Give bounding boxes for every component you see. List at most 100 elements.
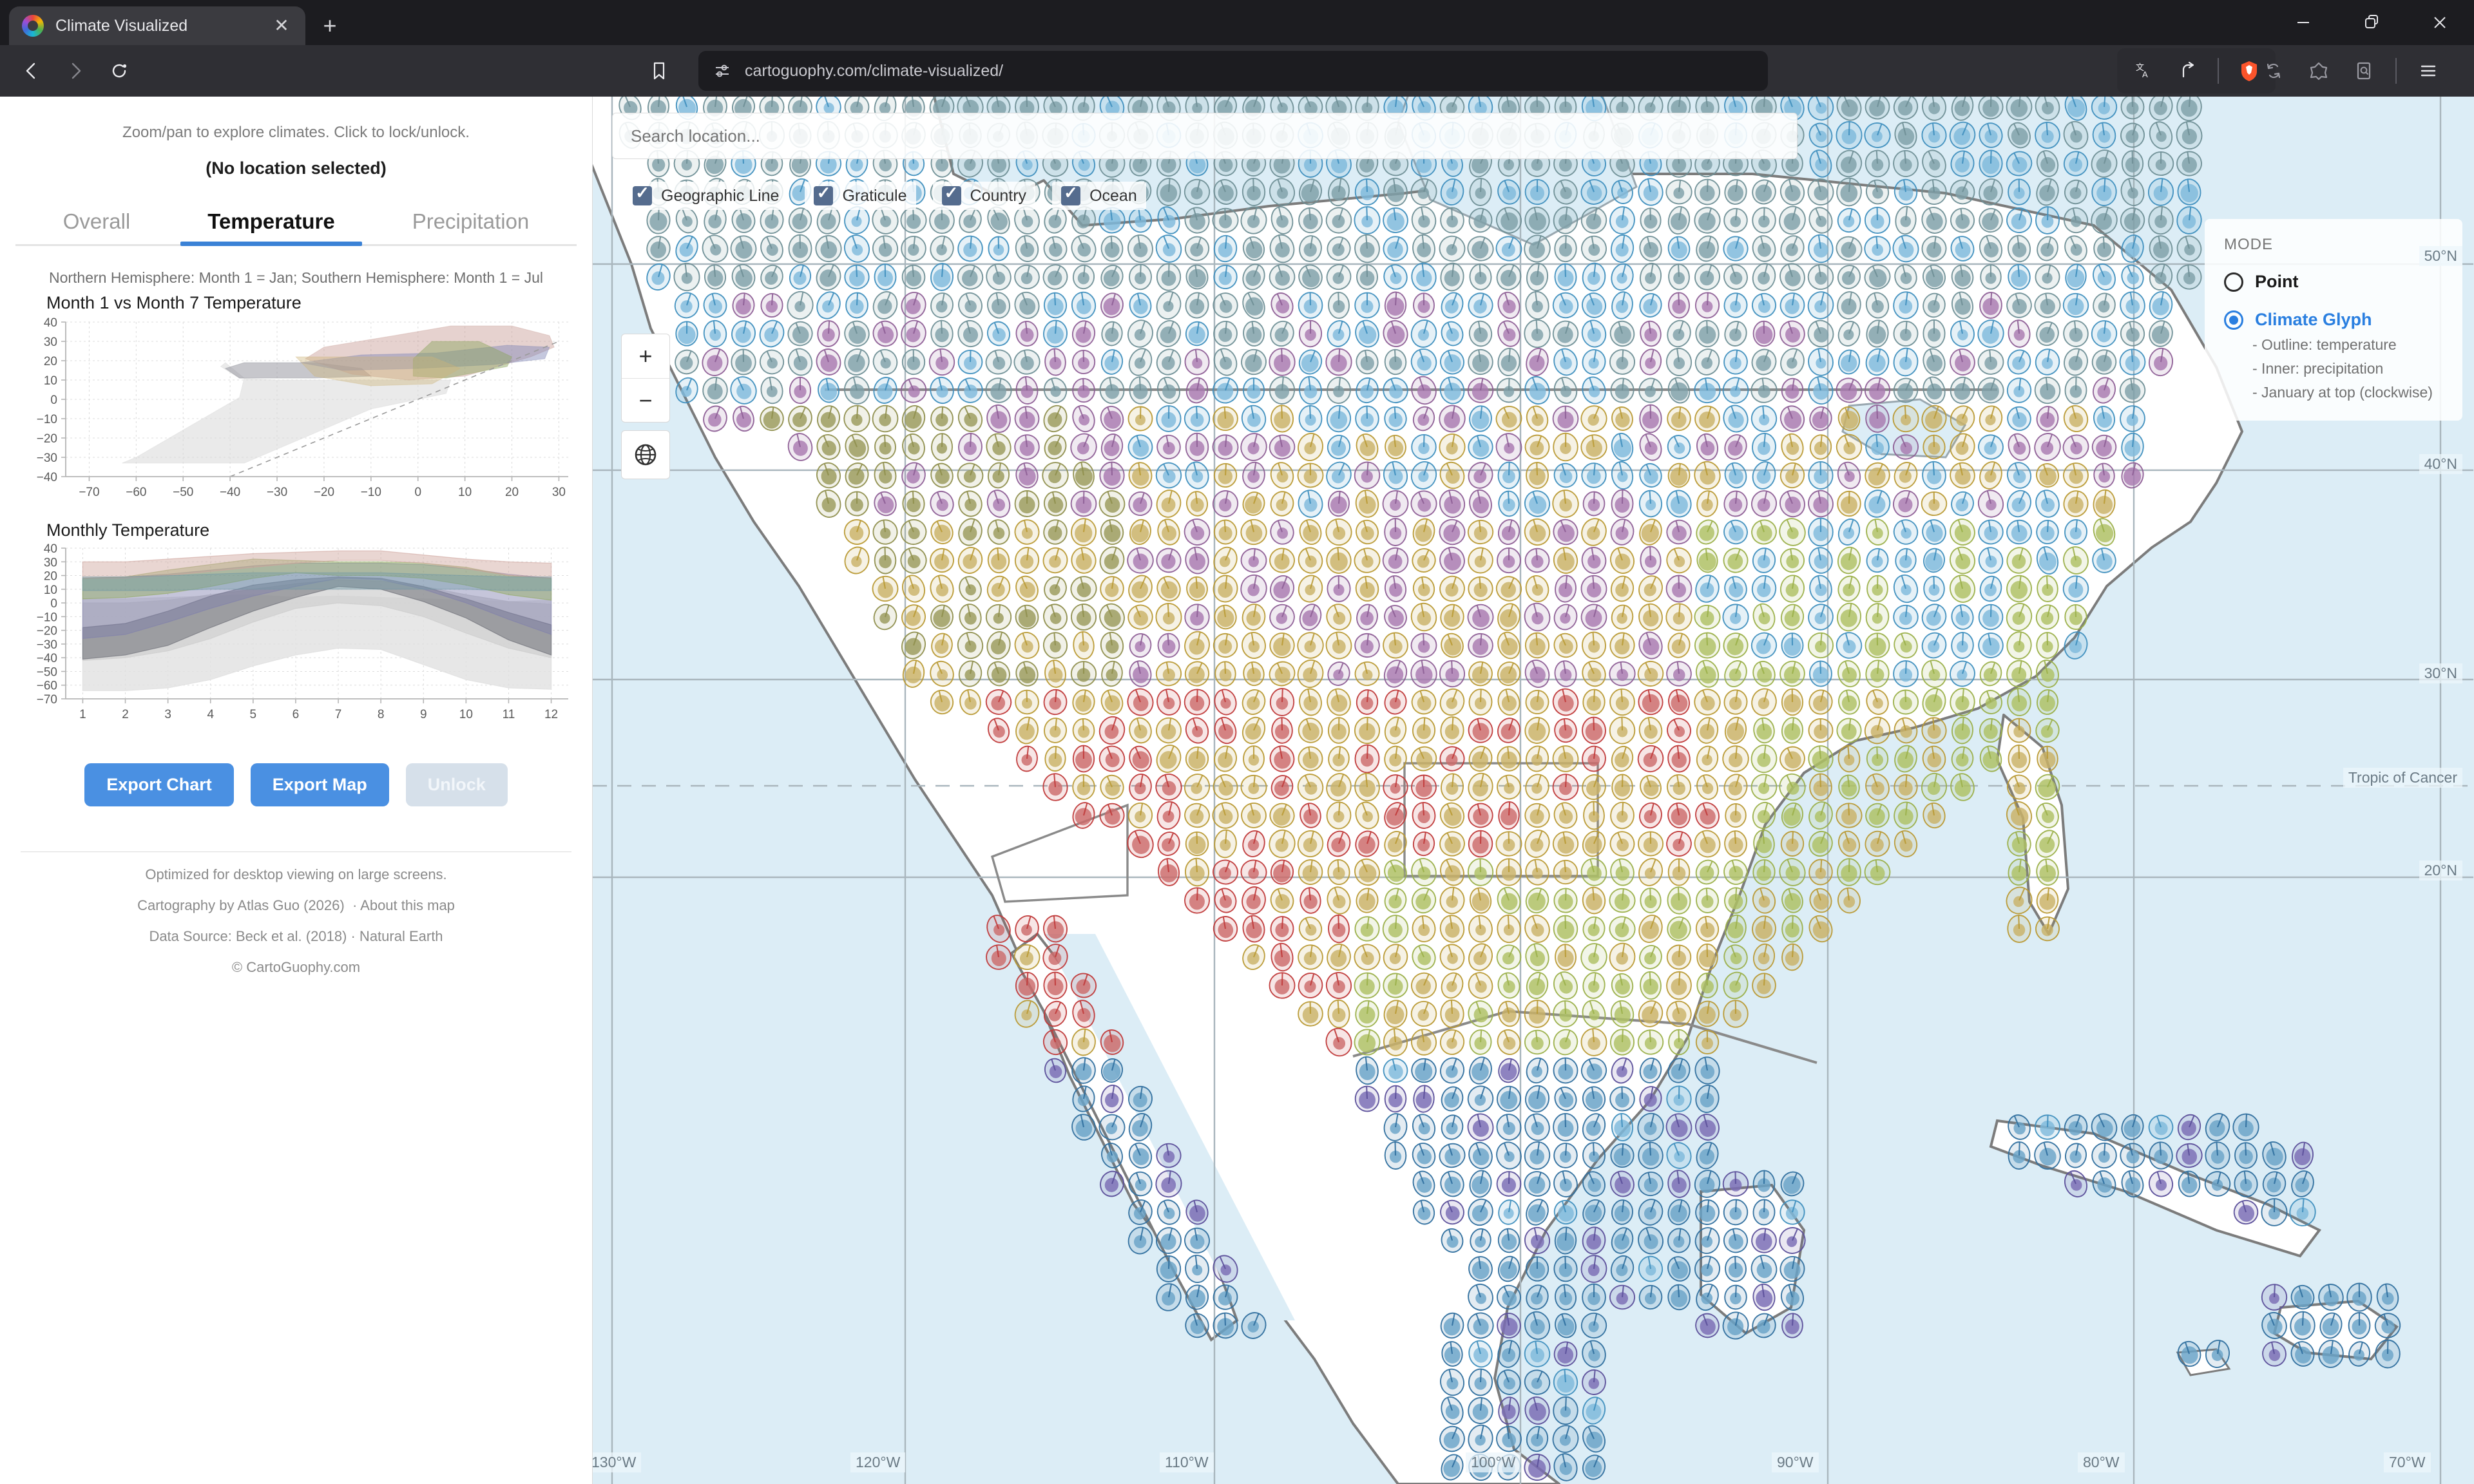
checkbox-country[interactable]: Country — [932, 182, 1036, 210]
sync-icon[interactable] — [2254, 51, 2294, 91]
svg-text:−10: −10 — [361, 486, 381, 499]
map-viewport[interactable]: Geographic Line Graticule Country Ocean … — [593, 97, 2474, 1484]
sidebar-hint: Zoom/pan to explore climates. Click to l… — [122, 124, 470, 141]
zoom-out-button[interactable]: − — [622, 378, 669, 422]
new-tab-button[interactable]: + — [323, 12, 337, 39]
selected-location-label: (No location selected) — [206, 158, 387, 178]
svg-text:9: 9 — [420, 708, 427, 721]
svg-text:−10: −10 — [37, 611, 57, 624]
search-location-box[interactable] — [612, 113, 1798, 159]
lat-label-20n: 20°N — [2419, 861, 2462, 880]
svg-text:A: A — [2142, 70, 2148, 79]
footer-line-2: Cartography by Atlas Guo (2026) · About … — [15, 897, 577, 914]
mode-option-point[interactable]: Point — [2224, 272, 2443, 292]
checkbox-graticule[interactable]: Graticule — [805, 182, 916, 210]
brave-shields-icon[interactable] — [2229, 51, 2269, 91]
bookmark-icon[interactable] — [639, 51, 679, 91]
checkbox-ocean[interactable]: Ocean — [1052, 182, 1146, 210]
zoom-in-button[interactable]: + — [638, 343, 653, 369]
svg-text:20: 20 — [44, 355, 57, 368]
lon-label-80w: 80°W — [2078, 1452, 2125, 1472]
svg-text:20: 20 — [44, 570, 57, 584]
browser-tab[interactable]: Climate Visualized ✕ — [9, 6, 305, 45]
checkbox-label: Geographic Line — [661, 186, 780, 205]
svg-text:4: 4 — [207, 708, 214, 721]
tab-temperature[interactable]: Temperature — [169, 209, 373, 246]
svg-text:40: 40 — [44, 542, 57, 556]
svg-text:−40: −40 — [37, 471, 57, 484]
mode-climate-glyph-label: Climate Glyph — [2255, 310, 2372, 329]
tab-strip: Climate Visualized ✕ + — [0, 0, 2474, 45]
svg-text:0: 0 — [50, 597, 57, 611]
toolbar-right-group — [2254, 51, 2448, 91]
tab-close-icon[interactable]: ✕ — [274, 15, 289, 35]
svg-text:−50: −50 — [37, 665, 57, 679]
page-content: Zoom/pan to explore climates. Click to l… — [0, 97, 2474, 1484]
svg-text:−30: −30 — [37, 638, 57, 652]
lon-label-130w: 130°W — [593, 1452, 642, 1472]
wallet-icon[interactable] — [2344, 51, 2384, 91]
back-icon[interactable] — [12, 51, 52, 91]
svg-text:30: 30 — [552, 486, 566, 499]
chart1-plot: −40 −30 −20 −10 0 10 20 30 40 −70 −60 −50 −40 −30 −20 −… — [37, 316, 568, 499]
action-buttons: Export Chart Export Map Unlock — [15, 763, 577, 806]
window-controls — [2269, 0, 2474, 45]
svg-text:11: 11 — [503, 708, 515, 721]
svg-text:20: 20 — [505, 486, 519, 499]
svg-text:0: 0 — [414, 486, 421, 499]
svg-text:6: 6 — [292, 708, 300, 721]
checkbox-box — [633, 183, 652, 205]
export-map-button[interactable]: Export Map — [250, 763, 389, 806]
tropic-of-cancer-label: Tropic of Cancer — [2343, 768, 2462, 788]
svg-text:8: 8 — [378, 708, 385, 721]
footer-line-1: Optimized for desktop viewing on large s… — [145, 866, 447, 882]
panel-tabs: Overall Temperature Precipitation — [15, 209, 577, 246]
lon-label-70w: 70°W — [2384, 1452, 2431, 1472]
svg-text:−30: −30 — [37, 452, 57, 465]
url-text: cartoguophy.com/climate-visualized/ — [745, 61, 1004, 80]
window-minimize-icon[interactable] — [2269, 0, 2337, 45]
address-bar[interactable]: cartoguophy.com/climate-visualized/ — [698, 51, 1768, 91]
svg-text:10: 10 — [44, 584, 57, 597]
checkbox-label: Graticule — [842, 186, 907, 205]
svg-text:10: 10 — [459, 708, 473, 721]
svg-text:0: 0 — [50, 394, 57, 407]
svg-text:5: 5 — [250, 708, 257, 721]
tab-precipitation[interactable]: Precipitation — [412, 209, 530, 233]
lon-label-120w: 120°W — [850, 1452, 906, 1472]
globe-icon[interactable] — [621, 430, 670, 479]
footer-divider — [21, 851, 571, 852]
mode-detail-january: - January at top (clockwise) — [2252, 384, 2433, 401]
share-icon[interactable] — [2167, 51, 2207, 91]
export-chart-button[interactable]: Export Chart — [84, 763, 234, 806]
window-maximize-icon[interactable] — [2337, 0, 2406, 45]
svg-text:3: 3 — [164, 708, 171, 721]
radio-point-icon — [2224, 272, 2243, 292]
lon-label-100w: 100°W — [1466, 1452, 1521, 1472]
svg-text:−20: −20 — [37, 432, 57, 446]
checkbox-label: Country — [970, 186, 1027, 205]
window-close-icon[interactable] — [2406, 0, 2474, 45]
lon-label-90w: 90°W — [1772, 1452, 1819, 1472]
chart-month1-vs-month7: Month 1 vs Month 7 Temperature −40 −30 −20… — [15, 293, 577, 506]
svg-text:12: 12 — [544, 708, 558, 721]
about-this-map-link[interactable]: · About this map — [352, 897, 455, 913]
svg-text:−20: −20 — [37, 625, 57, 638]
tab-overall[interactable]: Overall — [62, 209, 131, 233]
hamburger-menu-icon[interactable] — [2408, 51, 2448, 91]
checkbox-geographic-line[interactable]: Geographic Line — [624, 182, 789, 210]
browser-toolbar: cartoguophy.com/climate-visualized/ 文 A — [0, 45, 2474, 97]
checkbox-box — [941, 183, 961, 205]
svg-text:−60: −60 — [37, 680, 57, 693]
brave-rewards-icon[interactable] — [2299, 51, 2339, 91]
radio-climate-glyph-icon — [2224, 310, 2243, 330]
reload-icon[interactable] — [99, 51, 139, 91]
translate-icon[interactable]: 文 A — [2124, 51, 2163, 91]
search-input[interactable] — [631, 126, 1779, 146]
forward-icon[interactable] — [55, 51, 95, 91]
sidebar-panel: Zoom/pan to explore climates. Click to l… — [0, 97, 593, 1484]
mode-option-climate-glyph[interactable]: Climate Glyph — [2224, 310, 2443, 330]
svg-text:30: 30 — [44, 336, 57, 349]
checkbox-label: Ocean — [1089, 186, 1137, 205]
